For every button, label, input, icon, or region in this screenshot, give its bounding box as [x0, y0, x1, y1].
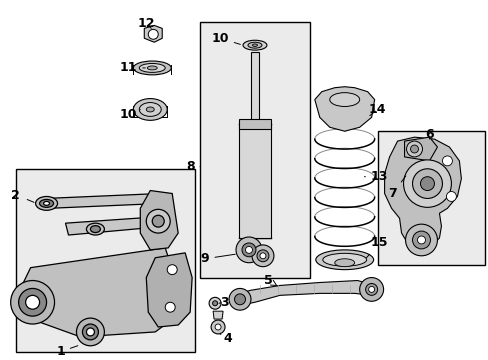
Text: 9: 9 [201, 252, 235, 265]
Ellipse shape [90, 226, 100, 233]
Circle shape [365, 283, 377, 295]
Circle shape [86, 328, 94, 336]
Circle shape [152, 215, 164, 227]
Circle shape [242, 243, 255, 257]
Text: 3: 3 [219, 296, 228, 309]
Circle shape [442, 156, 451, 166]
Circle shape [446, 192, 455, 201]
Circle shape [148, 30, 158, 39]
Ellipse shape [243, 40, 266, 50]
Text: 11: 11 [120, 62, 145, 75]
Circle shape [209, 297, 221, 309]
Polygon shape [384, 137, 461, 248]
Polygon shape [16, 169, 195, 352]
Text: 15: 15 [366, 237, 387, 258]
Text: 6: 6 [424, 128, 433, 141]
Ellipse shape [139, 63, 165, 72]
Ellipse shape [247, 42, 262, 48]
Text: 5: 5 [263, 274, 272, 287]
Circle shape [82, 324, 98, 340]
Circle shape [215, 324, 221, 330]
Circle shape [368, 287, 374, 292]
Ellipse shape [40, 199, 53, 207]
Circle shape [234, 294, 245, 305]
Circle shape [403, 160, 450, 207]
Circle shape [228, 288, 250, 310]
Text: 14: 14 [368, 103, 386, 116]
Circle shape [359, 278, 383, 301]
Circle shape [245, 246, 252, 253]
Polygon shape [140, 190, 178, 250]
Ellipse shape [322, 253, 366, 266]
Polygon shape [250, 52, 259, 127]
Polygon shape [239, 120, 270, 129]
Circle shape [256, 250, 268, 262]
Circle shape [212, 301, 217, 306]
Polygon shape [144, 26, 162, 42]
Text: 12: 12 [137, 17, 155, 30]
Ellipse shape [43, 201, 49, 205]
Text: 8: 8 [185, 160, 200, 173]
Circle shape [167, 265, 177, 275]
Circle shape [211, 320, 224, 334]
Circle shape [251, 245, 273, 267]
Circle shape [406, 141, 422, 157]
Circle shape [76, 318, 104, 346]
Ellipse shape [334, 259, 354, 267]
Polygon shape [65, 216, 167, 235]
Ellipse shape [133, 61, 171, 75]
Circle shape [420, 177, 433, 190]
Polygon shape [239, 124, 270, 238]
Text: 4: 4 [220, 332, 232, 345]
Text: 1: 1 [56, 345, 78, 358]
Ellipse shape [133, 99, 167, 120]
Ellipse shape [315, 250, 373, 270]
Polygon shape [314, 87, 374, 131]
Circle shape [412, 231, 429, 249]
Ellipse shape [146, 107, 154, 112]
Polygon shape [200, 22, 309, 278]
Circle shape [165, 302, 175, 312]
Circle shape [19, 288, 46, 316]
Ellipse shape [252, 44, 257, 46]
Circle shape [146, 209, 170, 233]
Polygon shape [377, 131, 484, 265]
Ellipse shape [86, 223, 104, 235]
Polygon shape [213, 311, 223, 319]
Polygon shape [19, 248, 178, 337]
Ellipse shape [329, 93, 359, 107]
Text: 2: 2 [11, 189, 20, 202]
Circle shape [417, 236, 425, 244]
Circle shape [405, 224, 437, 256]
Polygon shape [235, 280, 374, 305]
Text: 7: 7 [387, 176, 405, 200]
Circle shape [11, 280, 55, 324]
Circle shape [25, 295, 40, 309]
Text: 13: 13 [364, 170, 387, 183]
Ellipse shape [139, 103, 161, 116]
Text: 10: 10 [120, 108, 140, 121]
Circle shape [236, 237, 262, 263]
Ellipse shape [36, 197, 58, 210]
Circle shape [260, 253, 265, 259]
Circle shape [410, 145, 418, 153]
Ellipse shape [147, 66, 157, 70]
Text: 10: 10 [211, 32, 240, 45]
Polygon shape [45, 194, 162, 208]
Polygon shape [146, 253, 192, 327]
Circle shape [412, 169, 442, 198]
Polygon shape [404, 137, 437, 161]
